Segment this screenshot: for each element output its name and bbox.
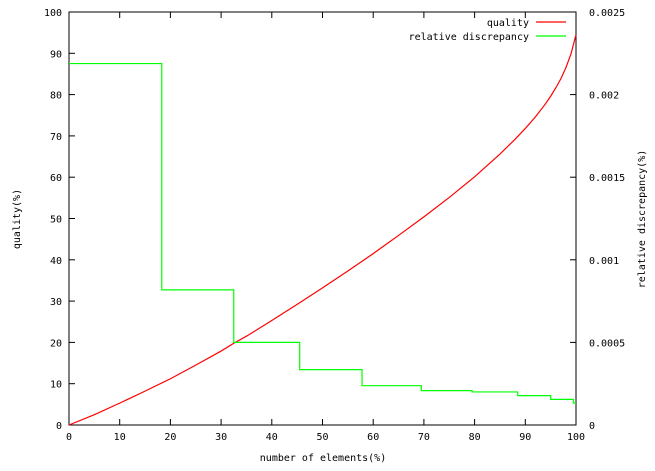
x-tick-label: 90 [519,432,531,443]
y-tick-label: 100 [44,8,62,19]
x-tick-label: 100 [567,432,585,443]
y2-tick-label: 0.0005 [589,338,625,349]
y-tick-label: 90 [50,49,62,60]
y2-tick-label: 0.0025 [589,8,625,19]
legend-label: quality [487,18,529,29]
x-tick-label: 0 [66,432,72,443]
y-tick-label: 60 [50,173,62,184]
y2-tick-label: 0.002 [589,91,619,102]
series-layer [68,34,577,426]
axis-labels: number of elements(%) quality(%) relativ… [12,150,648,464]
y-tick-label: 10 [50,380,62,391]
x-tick-label: 60 [367,432,379,443]
legend: quality relative discrepancy [409,18,566,43]
plot-frame [68,11,577,426]
legend-label: relative discrepancy [409,32,529,43]
series-line-quality [68,34,577,426]
x-axis-label: number of elements(%) [260,453,386,464]
x-tick-label: 20 [164,432,176,443]
x-tick-label: 80 [469,432,481,443]
y-tick-label: 20 [50,338,62,349]
y-tick-label: 70 [50,132,62,143]
x-tick-label: 70 [418,432,430,443]
y-tick-label: 80 [50,91,62,102]
x-tick-label: 50 [316,432,328,443]
y-axis-label: quality(%) [12,189,23,249]
y-tick-label: 30 [50,297,62,308]
y2-tick-label: 0.001 [589,256,619,267]
y-tick-label: 40 [50,256,62,267]
y2-axis-label: relative discrepancy(%) [637,150,648,288]
y2-tick-label: 0 [589,421,595,432]
axes-layer: 0 10 20 30 40 50 60 70 80 90 100 0 10 20 30 40 50 60 70 80 9… [44,8,625,443]
x-tick-label: 30 [215,432,227,443]
x-tick-label: 10 [114,432,126,443]
y-tick-label: 0 [56,421,62,432]
y2-tick-label: 0.0015 [589,173,625,184]
y-tick-label: 50 [50,215,62,226]
x-tick-label: 40 [266,432,278,443]
series-line-relative-discrepancy [69,62,576,404]
